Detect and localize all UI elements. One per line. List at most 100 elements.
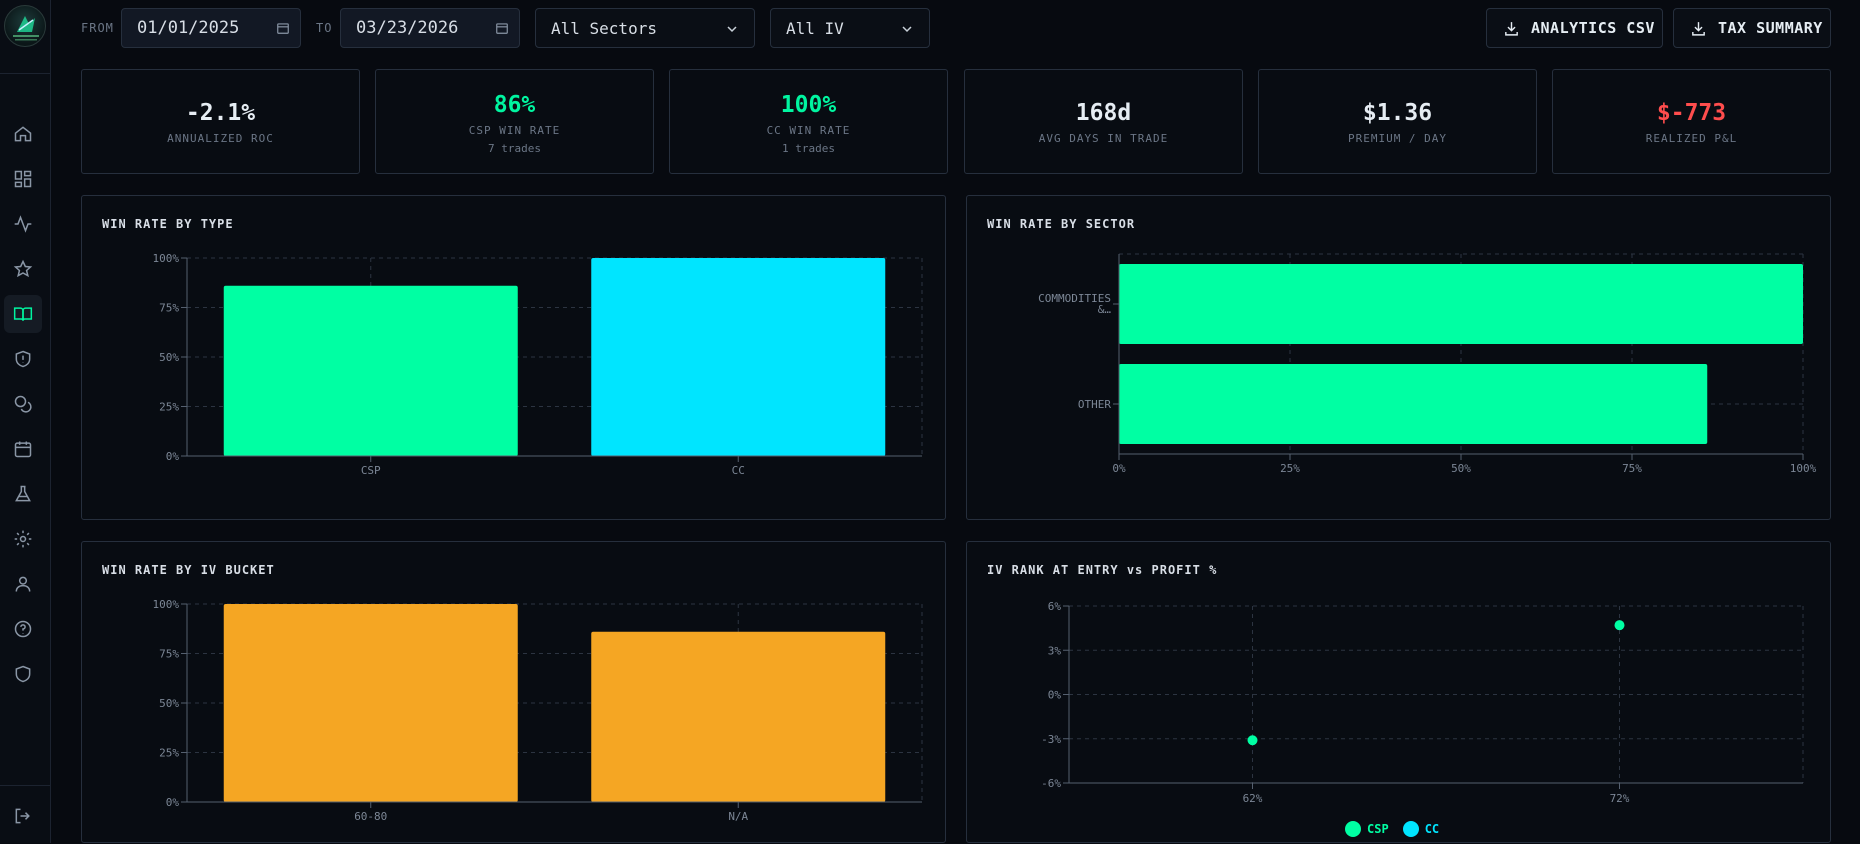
stat-label: PREMIUM / DAY [1347, 132, 1448, 145]
chart-card-iv-rank-vs-profit: IV RANK AT ENTRY vs PROFIT % -6% -3% 0% 3% 6… [966, 541, 1831, 843]
stat-note: 1 trades [782, 142, 835, 155]
nav-security[interactable] [4, 655, 42, 693]
nav-risk[interactable] [4, 340, 42, 378]
x-tick-label: 62% [1243, 792, 1263, 805]
x-tick-label: CSP [361, 464, 381, 477]
y-tick-label: 75% [159, 302, 179, 315]
nav-coins[interactable] [4, 385, 42, 423]
chart-card-win-rate-by-iv-bucket: WIN RATE BY IV BUCKET 0% 25% 50% 75% 100% 60-… [81, 541, 946, 843]
iv-select[interactable]: All IV [770, 8, 930, 48]
nav-logout[interactable] [4, 797, 42, 835]
bar-other [1119, 364, 1708, 444]
sector-select[interactable]: All Sectors [535, 8, 755, 48]
nav-journal[interactable] [4, 295, 42, 333]
y-tick-label: 50% [159, 351, 179, 364]
chart-title: IV RANK AT ENTRY vs PROFIT % [987, 563, 1218, 577]
logo-emblem-icon [13, 16, 39, 41]
x-tick-label: 100% [1790, 462, 1817, 475]
download-icon [1692, 22, 1705, 36]
chevron-down-icon [902, 26, 912, 33]
y-tick-label: 50% [159, 697, 179, 710]
calendar-icon [14, 441, 32, 458]
nav-lab[interactable] [4, 475, 42, 513]
from-date-input[interactable]: 01/01/2025 [121, 8, 301, 48]
bar-csp [223, 285, 518, 456]
stat-label: AVG DAYS IN TRADE [1038, 132, 1169, 145]
point-csp [1614, 620, 1625, 631]
stat-value: $-773 [1656, 100, 1727, 126]
analytics-csv-label: ANALYTICS CSV [1531, 19, 1655, 37]
stat-card-realized-pnl: $-773 REALIZED P&L [1552, 69, 1831, 174]
stat-value: 86% [493, 92, 536, 118]
star-icon [13, 259, 33, 278]
x-tick-label: CC [732, 464, 745, 477]
chart-legend: CSP CC [1345, 821, 1439, 837]
nav-settings[interactable] [4, 520, 42, 558]
tax-summary-label: TAX SUMMARY [1718, 19, 1823, 37]
chart-card-win-rate-by-type: WIN RATE BY TYPE 0% 25% 50% 75% 100% CSP CC [81, 195, 946, 520]
chart-card-win-rate-by-sector: WIN RATE BY SECTOR 0% 25% 50% 75% 100% COMMOD… [966, 195, 1831, 520]
analytics-csv-button[interactable]: ANALYTICS CSV [1486, 8, 1663, 48]
x-tick-label: N/A [728, 810, 748, 823]
nav-watchlist[interactable] [4, 250, 42, 288]
iv-select-value: All IV [786, 18, 844, 38]
flask-icon [15, 485, 31, 502]
nav-profile[interactable] [4, 565, 42, 603]
tax-summary-button[interactable]: TAX SUMMARY [1673, 8, 1831, 48]
y-tick-label: 100% [153, 598, 180, 611]
stat-card-avg-days: 168d AVG DAYS IN TRADE [964, 69, 1243, 174]
nav-activity[interactable] [4, 205, 42, 243]
logout-icon [15, 808, 30, 824]
y-tick-label: &… [1098, 303, 1112, 316]
download-icon [1505, 22, 1518, 36]
win-rate-by-iv-bucket-chart: 0% 25% 50% 75% 100% 60-80 N/A [153, 598, 923, 823]
shield-icon [15, 665, 31, 683]
win-rate-by-type-chart: 0% 25% 50% 75% 100% CSP CC [153, 252, 923, 477]
from-date-value: 01/01/2025 [137, 18, 240, 38]
nav-dashboard[interactable] [4, 160, 42, 198]
from-label: FROM [81, 21, 114, 35]
to-date-value: 03/23/2026 [356, 18, 459, 38]
y-tick-label: 0% [166, 796, 180, 809]
stat-label: CC WIN RATE [766, 124, 851, 137]
sidebar [0, 0, 51, 843]
nav-home[interactable] [4, 115, 42, 153]
brand-logo[interactable] [4, 5, 46, 47]
y-tick-label: 100% [153, 252, 180, 265]
y-tick-label: 0% [166, 450, 180, 463]
x-tick-label: 72% [1610, 792, 1630, 805]
stat-label: ANNUALIZED ROC [167, 132, 274, 145]
nav-calendar[interactable] [4, 430, 42, 468]
bar-n-a [591, 631, 886, 802]
y-tick-label: 75% [159, 648, 179, 661]
chart-title: WIN RATE BY SECTOR [987, 217, 1136, 231]
y-tick-label: OTHER [1078, 398, 1111, 411]
y-tick-label: 25% [159, 401, 179, 414]
x-tick-label: 25% [1280, 462, 1300, 475]
nav-help[interactable] [4, 610, 42, 648]
calendar-picker-icon[interactable] [276, 21, 290, 35]
sidebar-divider [0, 73, 51, 74]
shield-alert-icon [15, 350, 31, 368]
stat-note: 7 trades [488, 142, 541, 155]
stat-label: CSP WIN RATE [468, 124, 561, 137]
to-label: TO [316, 21, 333, 35]
x-tick-label: 0% [1112, 462, 1126, 475]
stat-value: 168d [1075, 100, 1132, 126]
win-rate-by-sector-chart: 0% 25% 50% 75% 100% COMMODITIES&… OTHER [1038, 253, 1817, 475]
to-date-input[interactable]: 03/23/2026 [340, 8, 520, 48]
x-tick-label: 50% [1451, 462, 1471, 475]
dashboard-icon [14, 170, 32, 188]
chart-title: WIN RATE BY IV BUCKET [102, 563, 275, 577]
iv-rank-vs-profit-chart: -6% -3% 0% 3% 6% 62% 72% [1041, 600, 1804, 805]
legend-swatch-csp [1345, 821, 1361, 837]
stat-label: REALIZED P&L [1645, 132, 1738, 145]
stat-card-cc-win-rate: 100% CC WIN RATE 1 trades [669, 69, 948, 174]
calendar-picker-icon[interactable] [495, 21, 509, 35]
user-icon [15, 576, 31, 592]
legend-swatch-cc [1402, 821, 1419, 837]
stat-card-annualized-roc: -2.1% ANNUALIZED ROC [81, 69, 360, 174]
book-open-icon [13, 307, 33, 321]
y-tick-label: 6% [1048, 600, 1062, 613]
sector-select-value: All Sectors [551, 18, 657, 38]
